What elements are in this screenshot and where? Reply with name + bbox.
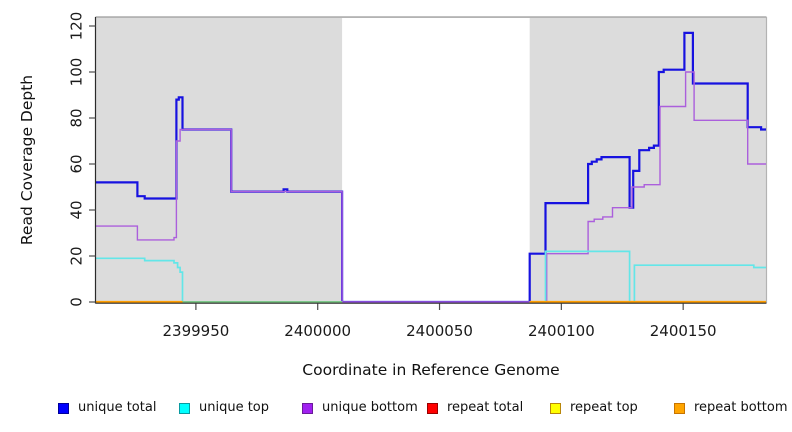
y-tick-label: 20 xyxy=(68,246,86,265)
legend-item-repeat-bottom: repeat bottom xyxy=(674,401,788,415)
series-unique-top xyxy=(96,257,343,303)
legend-swatch-unique-top xyxy=(179,402,190,414)
legend-label: unique total xyxy=(78,400,157,415)
series-unique-bottom xyxy=(96,71,766,303)
legend-label: repeat bottom xyxy=(694,400,788,415)
x-axis-title: Coordinate in Reference Genome xyxy=(302,361,560,379)
x-tick-label: 2400050 xyxy=(406,322,473,340)
legend-swatch-repeat-top xyxy=(550,402,561,414)
y-axis-title: Read Coverage Depth xyxy=(18,74,36,246)
series-unique-total xyxy=(96,31,766,304)
legend-swatch-repeat-bottom xyxy=(674,402,685,414)
legend-item-unique-top: unique top xyxy=(179,401,269,415)
legend-label: unique bottom xyxy=(322,400,418,415)
legend-swatch-unique-bottom xyxy=(302,402,313,414)
y-tick-label: 60 xyxy=(68,154,86,173)
y-tick-label: 120 xyxy=(68,12,86,41)
y-tick-label: 40 xyxy=(68,200,86,219)
x-tick-label: 2400100 xyxy=(528,322,595,340)
x-tick-label: 2400000 xyxy=(284,322,351,340)
legend-swatch-repeat-total xyxy=(427,402,438,414)
masked-region xyxy=(342,18,530,303)
legend-label: repeat total xyxy=(447,400,524,415)
legend-item-unique-bottom: unique bottom xyxy=(302,401,418,415)
x-tick-label: 2399950 xyxy=(162,322,229,340)
legend-item-unique-total: unique total xyxy=(58,401,156,415)
y-tick-label: 80 xyxy=(68,108,86,127)
y-tick-label: 0 xyxy=(68,297,86,307)
legend-item-repeat-top: repeat top xyxy=(550,401,638,415)
legend-label: unique top xyxy=(199,400,270,415)
x-tick-label: 2400150 xyxy=(650,322,717,340)
y-tick-label: 100 xyxy=(68,58,86,87)
legend-item-repeat-total: repeat total xyxy=(427,401,523,415)
legend-label: repeat top xyxy=(570,400,638,415)
legend-swatch-unique-total xyxy=(58,402,69,414)
